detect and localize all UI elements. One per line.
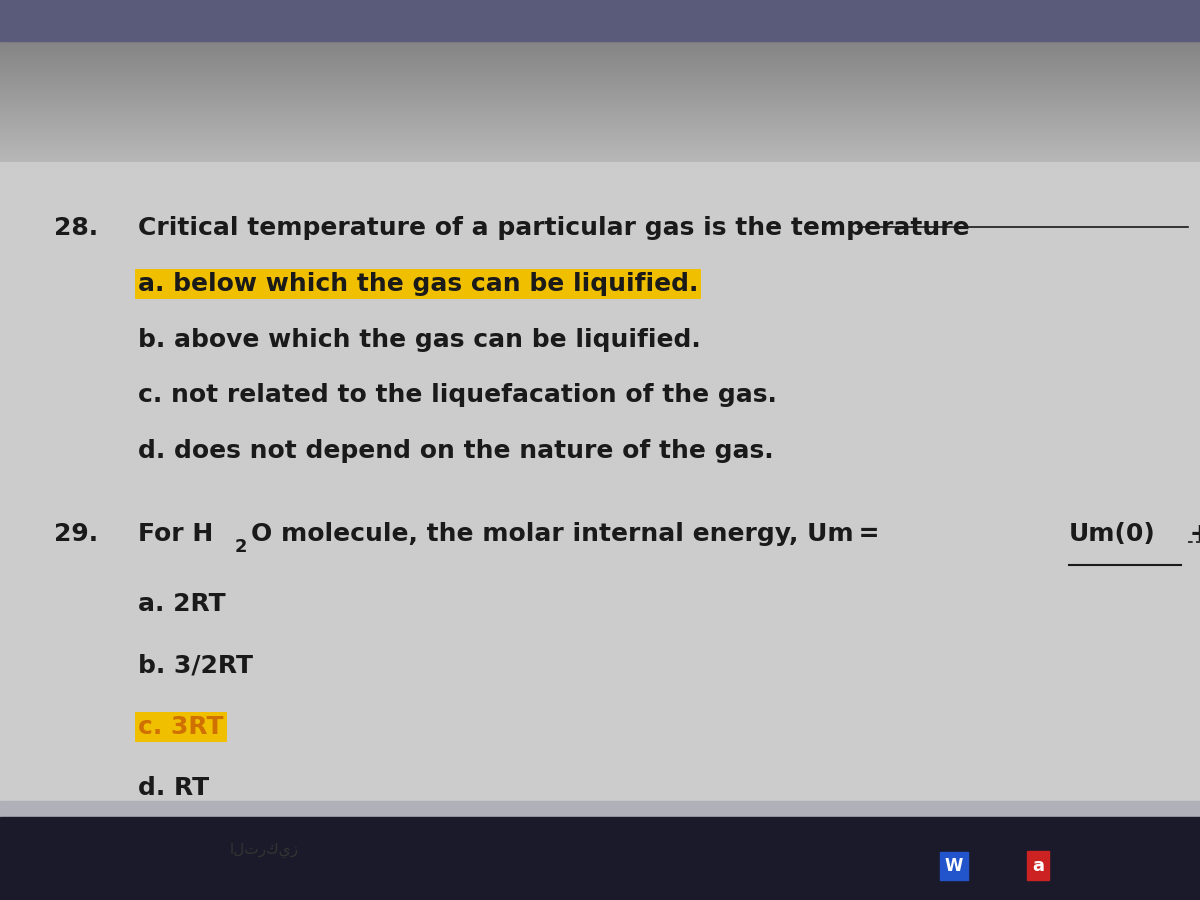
Text: d. RT: d. RT: [138, 776, 209, 800]
Text: التركيز: التركيز: [229, 843, 299, 858]
Text: 29.: 29.: [54, 522, 98, 546]
Text: Critical temperature of a particular gas is the temperature: Critical temperature of a particular gas…: [138, 216, 970, 240]
Text: 28.: 28.: [54, 216, 98, 240]
Text: +: +: [1181, 522, 1200, 546]
Bar: [0, 801, 1200, 817]
Text: 2: 2: [235, 538, 247, 556]
Text: Um(0): Um(0): [1069, 522, 1156, 546]
Text: b. above which the gas can be liquified.: b. above which the gas can be liquified.: [138, 328, 701, 352]
Text: W: W: [944, 857, 964, 875]
Bar: [0, 817, 1200, 900]
Text: d. does not depend on the nature of the gas.: d. does not depend on the nature of the …: [138, 439, 774, 464]
Text: c. 3RT: c. 3RT: [138, 715, 223, 739]
Text: a. 2RT: a. 2RT: [138, 592, 226, 617]
Text: a: a: [1032, 857, 1044, 875]
Text: b. 3/2RT: b. 3/2RT: [138, 653, 253, 678]
Bar: [0, 0, 1200, 40]
Text: For H: For H: [138, 522, 214, 546]
Text: c. not related to the liquefacation of the gas.: c. not related to the liquefacation of t…: [138, 383, 776, 408]
Text: a. below which the gas can be liquified.: a. below which the gas can be liquified.: [138, 272, 698, 296]
Text: O molecule, the molar internal energy, Um =: O molecule, the molar internal energy, U…: [251, 522, 884, 546]
